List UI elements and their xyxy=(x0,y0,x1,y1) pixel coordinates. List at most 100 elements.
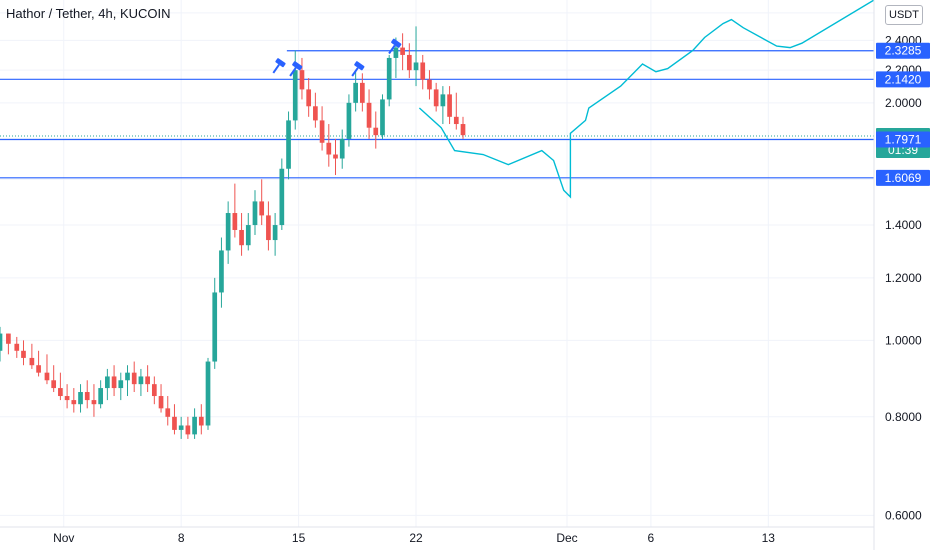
candle xyxy=(313,92,318,128)
candle xyxy=(91,384,97,417)
candle xyxy=(299,57,305,100)
candle xyxy=(460,116,466,139)
candle-body xyxy=(400,47,405,55)
horizontal-levels xyxy=(0,50,874,179)
candle xyxy=(373,111,379,149)
candle-body xyxy=(313,106,318,121)
hammer-icon xyxy=(272,58,286,74)
price-badges: 2.32852.14201.79711.60691.815501:391.797… xyxy=(876,42,930,186)
level-badge-text: 2.3285 xyxy=(885,44,922,58)
candle-body xyxy=(58,388,63,397)
candle xyxy=(279,158,285,230)
hammer-handle xyxy=(388,44,396,55)
candle xyxy=(131,361,137,393)
y-tick-label: 1.2000 xyxy=(885,271,922,285)
candle xyxy=(420,54,426,90)
candle xyxy=(6,333,11,355)
hammer-head xyxy=(391,38,402,48)
x-tick-label: 6 xyxy=(648,531,655,545)
candle-body xyxy=(360,82,365,103)
candle-body xyxy=(14,343,20,351)
hammer-head xyxy=(275,58,286,68)
y-tick-label: 0.6000 xyxy=(885,508,922,522)
candle xyxy=(239,213,244,256)
y-tick-label: 1.0000 xyxy=(885,333,922,347)
level-badge-text: 2.1420 xyxy=(885,72,922,86)
candle xyxy=(286,111,291,180)
candle xyxy=(440,86,446,125)
candle-body xyxy=(145,376,150,385)
candle xyxy=(0,326,3,362)
candle-body xyxy=(259,201,265,216)
candle-body xyxy=(306,89,312,107)
candle xyxy=(125,365,130,397)
candle-body xyxy=(21,350,26,358)
candle xyxy=(245,213,251,251)
candle xyxy=(145,365,150,393)
candle xyxy=(185,416,191,439)
candle xyxy=(427,70,432,100)
candle xyxy=(380,94,385,139)
x-tick-label: 22 xyxy=(409,531,423,545)
candle-body xyxy=(205,361,211,426)
candle-body xyxy=(29,357,35,366)
candle-body xyxy=(319,120,325,143)
candle-body xyxy=(292,70,298,121)
x-tick-label: 13 xyxy=(762,531,776,545)
candle-body xyxy=(51,380,57,389)
hammer-handle xyxy=(272,64,280,74)
candle xyxy=(78,384,83,413)
candle xyxy=(21,340,26,366)
y-tick-label: 1.4000 xyxy=(885,218,922,232)
candle xyxy=(58,372,63,401)
candle-body xyxy=(406,54,412,71)
level-badge: 1.6069 xyxy=(876,169,930,186)
candle xyxy=(36,350,41,377)
candles xyxy=(0,26,466,439)
candle xyxy=(192,408,197,439)
candle-body xyxy=(44,372,50,381)
hammer-head xyxy=(354,61,365,71)
candle-body xyxy=(105,376,110,389)
candle-body xyxy=(185,425,191,435)
candle-body xyxy=(433,89,439,107)
candle-body xyxy=(460,124,466,136)
candle-body xyxy=(84,392,90,401)
candle-body xyxy=(198,416,204,426)
candle-body xyxy=(239,229,244,246)
candle-body xyxy=(232,213,238,230)
candle xyxy=(118,372,124,401)
candle-body xyxy=(212,292,218,362)
chart-title: Hathor / Tether, 4h, KUCOIN xyxy=(6,6,171,21)
candle-body xyxy=(131,372,137,385)
candle xyxy=(252,190,258,235)
currency-button[interactable]: USDT xyxy=(885,5,923,25)
level-badge-text: 1.6069 xyxy=(885,171,922,185)
candle-body xyxy=(125,372,130,381)
candle-body xyxy=(346,102,352,139)
candle-body xyxy=(380,99,385,136)
level-badge: 2.3285 xyxy=(876,42,930,59)
candle-body xyxy=(158,396,164,409)
candle-body xyxy=(151,384,157,397)
candle xyxy=(84,380,90,409)
candle-body xyxy=(225,213,231,251)
candle xyxy=(353,70,358,112)
level-badge-bg xyxy=(876,42,930,59)
candle-body xyxy=(98,388,104,405)
candle-body xyxy=(138,376,144,385)
candle xyxy=(360,73,365,112)
candle xyxy=(386,54,392,107)
candle xyxy=(406,43,412,79)
candle xyxy=(272,213,278,256)
level-badge-text: 1.7971 xyxy=(885,132,922,146)
candle xyxy=(447,86,452,125)
candle xyxy=(366,89,372,139)
candle xyxy=(151,376,157,405)
candle xyxy=(64,384,70,409)
candle xyxy=(346,94,352,147)
candle-body xyxy=(111,376,117,389)
candle-body xyxy=(366,102,372,128)
